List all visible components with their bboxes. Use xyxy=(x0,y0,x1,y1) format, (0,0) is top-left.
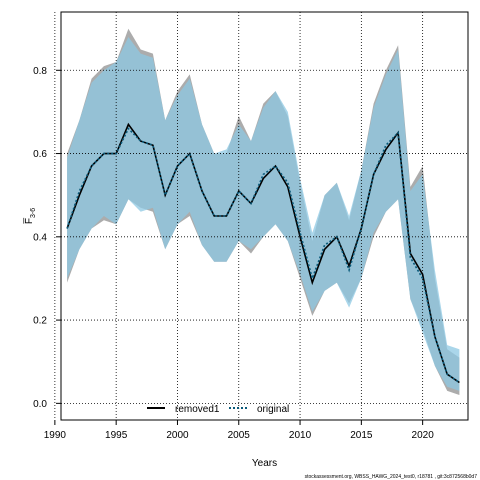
y-tick-label-1: 0.2 xyxy=(33,316,47,327)
y-tick-label-4: 0.8 xyxy=(33,66,47,77)
line-removed1 xyxy=(66,122,460,384)
band-original xyxy=(67,37,460,391)
legend-label-original: original xyxy=(257,404,289,415)
footer-note: stockassessment.org, WBSS_HAWG_2024_test… xyxy=(305,474,478,480)
legend-label-removed1: removed1 xyxy=(175,404,220,415)
y-tick-label-0: 0.0 xyxy=(33,399,47,410)
x-tick-label-2005: 2005 xyxy=(228,430,251,441)
x-axis-title: Years xyxy=(252,458,277,469)
x-tick-label-1995: 1995 xyxy=(105,430,128,441)
x-tick-label-2000: 2000 xyxy=(166,430,189,441)
y-tick-label-2: 0.4 xyxy=(33,232,47,243)
x-tick-label-2020: 2020 xyxy=(412,430,435,441)
confidence-bands xyxy=(67,28,460,395)
x-axis: 1990 1995 2000 2005 2010 2015 2020 xyxy=(44,420,434,441)
y-axis-title: F̅3-6 xyxy=(23,208,37,224)
x-tick-label-2015: 2015 xyxy=(350,430,373,441)
x-tick-label-2010: 2010 xyxy=(289,430,312,441)
legend: removed1 original xyxy=(147,404,289,415)
y-tick-label-3: 0.6 xyxy=(33,149,47,160)
plot-frame xyxy=(60,11,469,421)
line-original xyxy=(66,127,460,384)
x-tick-label-1990: 1990 xyxy=(44,430,67,441)
series-lines xyxy=(66,122,460,384)
y-axis: 0.0 0.2 0.4 0.6 0.8 xyxy=(33,66,61,410)
